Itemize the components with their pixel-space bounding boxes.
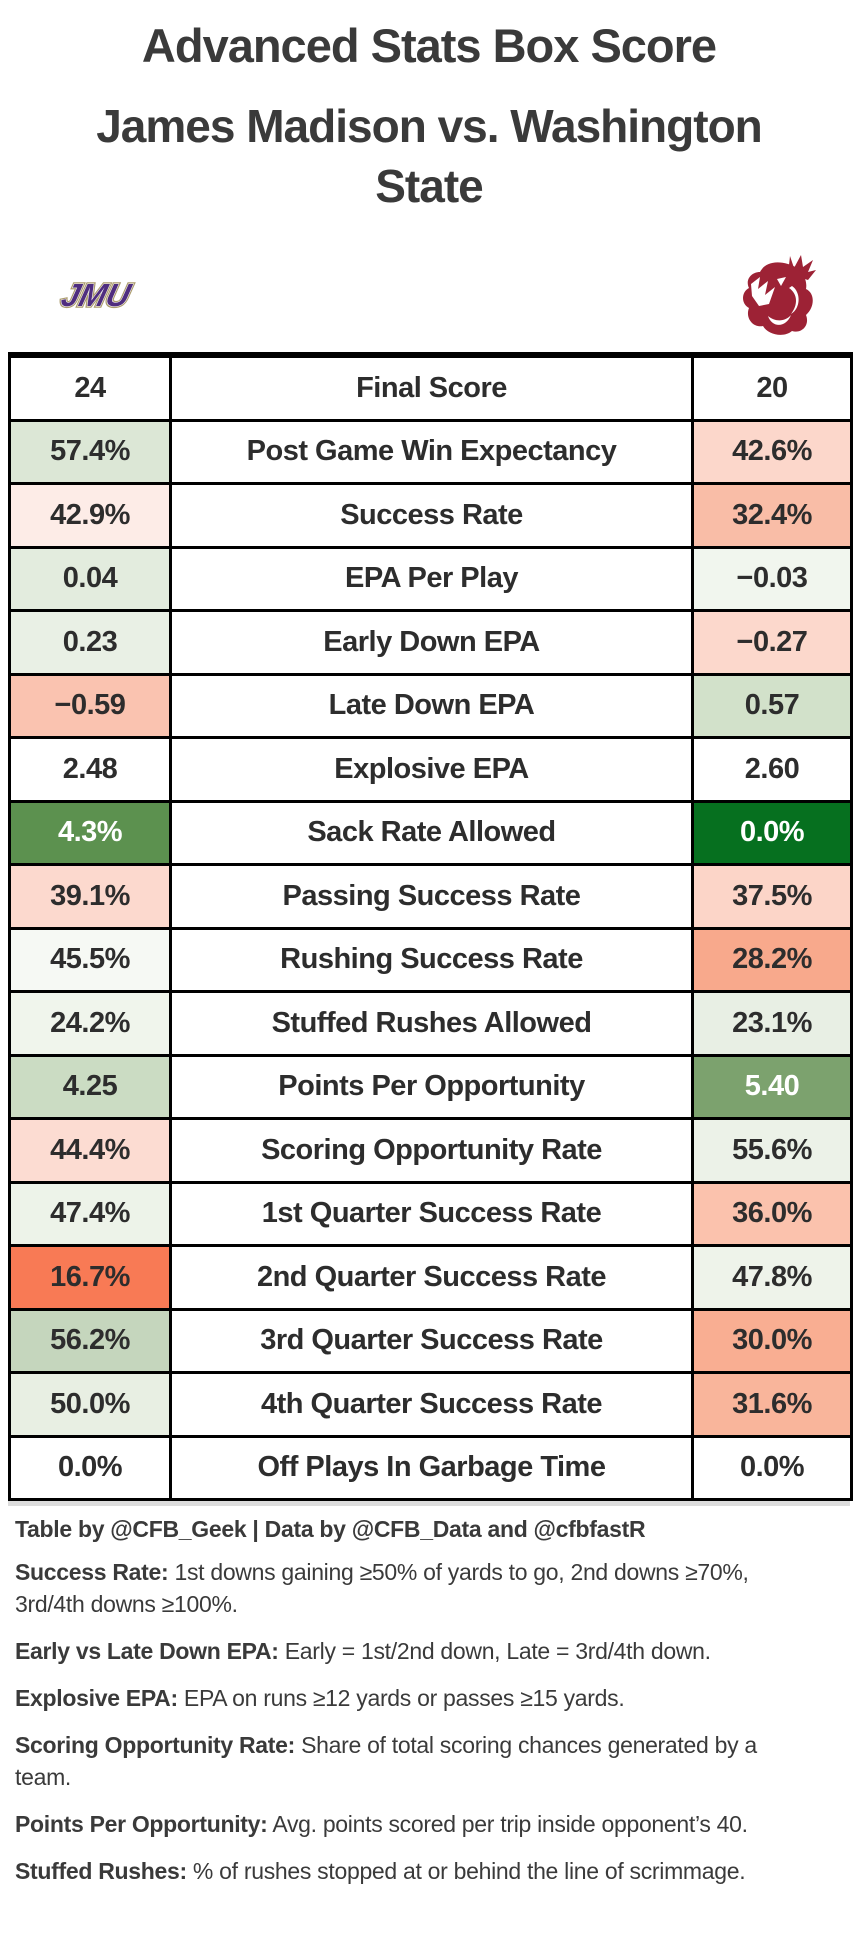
table-row: 50.0% 4th Quarter Success Rate 31.6%: [8, 1371, 853, 1438]
away-value-cell: 2.60: [691, 736, 853, 803]
table-bottom-divider: [8, 1501, 850, 1506]
metric-label-cell: Explosive EPA: [169, 736, 694, 803]
away-value-cell: −0.03: [691, 545, 853, 612]
metric-label-cell: Rushing Success Rate: [169, 926, 694, 993]
jmu-logo-icon: JMU JMU: [56, 276, 137, 315]
table-row: 0.04 EPA Per Play −0.03: [8, 545, 853, 612]
away-value-cell: 28.2%: [691, 926, 853, 993]
footnote-term: Early vs Late Down EPA:: [15, 1638, 279, 1664]
footnote: Early vs Late Down EPA: Early = 1st/2nd …: [15, 1638, 711, 1664]
home-value-cell: 44.4%: [8, 1117, 172, 1184]
home-value-cell: 4.3%: [8, 799, 172, 866]
wsu-cougar-logo-icon: [743, 255, 816, 335]
attribution-text: Table by @CFB_Geek | Data by @CFB_Data a…: [15, 1516, 646, 1542]
away-value-cell: 20: [691, 353, 853, 422]
home-value-cell: −0.59: [8, 672, 172, 739]
footnote-term: Success Rate:: [15, 1559, 169, 1585]
table-row: 45.5% Rushing Success Rate 28.2%: [8, 926, 853, 993]
table-row: 0.0% Off Plays In Garbage Time 0.0%: [8, 1434, 853, 1501]
svg-text:JMU: JMU: [58, 277, 136, 312]
home-value-cell: 50.0%: [8, 1371, 172, 1438]
home-value-cell: 56.2%: [8, 1307, 172, 1374]
footnote: Scoring Opportunity Rate: Share of total…: [15, 1732, 757, 1790]
table-row: 24 Final Score 20: [8, 353, 853, 422]
home-value-cell: 0.23: [8, 609, 172, 676]
away-value-cell: 55.6%: [691, 1117, 853, 1184]
metric-label-cell: 2nd Quarter Success Rate: [169, 1244, 694, 1311]
table-row: 42.9% Success Rate 32.4%: [8, 482, 853, 549]
footnote-term: Stuffed Rushes:: [15, 1858, 187, 1884]
home-value-cell: 47.4%: [8, 1180, 172, 1247]
metric-label-cell: Success Rate: [169, 482, 694, 549]
metric-label-cell: Off Plays In Garbage Time: [169, 1434, 694, 1501]
away-value-cell: 5.40: [691, 1053, 853, 1120]
footnote: Success Rate: 1st downs gaining ≥50% of …: [15, 1559, 749, 1617]
home-value-cell: 57.4%: [8, 418, 172, 485]
footnote: Explosive EPA: EPA on runs ≥12 yards or …: [15, 1685, 625, 1711]
stats-table: 24 Final Score 20 57.4% Post Game Win Expect…: [8, 352, 853, 1501]
table-row: 44.4% Scoring Opportunity Rate 55.6%: [8, 1117, 853, 1184]
table-row: 24.2% Stuffed Rushes Allowed 23.1%: [8, 990, 853, 1057]
home-value-cell: 42.9%: [8, 482, 172, 549]
metric-label-cell: EPA Per Play: [169, 545, 694, 612]
table-row: 0.23 Early Down EPA −0.27: [8, 609, 853, 676]
metric-label-cell: Early Down EPA: [169, 609, 694, 676]
away-value-cell: 47.8%: [691, 1244, 853, 1311]
metric-label-cell: Late Down EPA: [169, 672, 694, 739]
away-value-cell: 23.1%: [691, 990, 853, 1057]
metric-label-cell: Post Game Win Expectancy: [169, 418, 694, 485]
table-row: 47.4% 1st Quarter Success Rate 36.0%: [8, 1180, 853, 1247]
home-value-cell: 16.7%: [8, 1244, 172, 1311]
metric-label-cell: Sack Rate Allowed: [169, 799, 694, 866]
footnotes: Success Rate: 1st downs gaining ≥50% of …: [15, 1556, 815, 1902]
away-value-cell: 31.6%: [691, 1371, 853, 1438]
away-value-cell: 42.6%: [691, 418, 853, 485]
table-row: 4.25 Points Per Opportunity 5.40: [8, 1053, 853, 1120]
footnote: Stuffed Rushes: % of rushes stopped at o…: [15, 1858, 746, 1884]
home-value-cell: 45.5%: [8, 926, 172, 993]
metric-label-cell: Points Per Opportunity: [169, 1053, 694, 1120]
metric-label-cell: 3rd Quarter Success Rate: [169, 1307, 694, 1374]
away-value-cell: 32.4%: [691, 482, 853, 549]
matchup-title: James Madison vs. Washington State: [96, 100, 763, 212]
home-value-cell: 24.2%: [8, 990, 172, 1057]
stats-table-wrap: 24 Final Score 20 57.4% Post Game Win Expect…: [8, 352, 853, 1506]
home-value-cell: 4.25: [8, 1053, 172, 1120]
home-value-cell: 2.48: [8, 736, 172, 803]
home-value-cell: 0.04: [8, 545, 172, 612]
jmu-logo-text: JMU: [58, 277, 136, 312]
away-value-cell: 0.57: [691, 672, 853, 739]
away-value-cell: 0.0%: [691, 799, 853, 866]
table-row: 2.48 Explosive EPA 2.60: [8, 736, 853, 803]
home-value-cell: 39.1%: [8, 863, 172, 930]
away-value-cell: 37.5%: [691, 863, 853, 930]
metric-label-cell: Passing Success Rate: [169, 863, 694, 930]
metric-label-cell: Scoring Opportunity Rate: [169, 1117, 694, 1184]
away-value-cell: −0.27: [691, 609, 853, 676]
stats-table-body: 24 Final Score 20 57.4% Post Game Win Expect…: [8, 353, 853, 1501]
footnote-term: Explosive EPA:: [15, 1685, 178, 1711]
table-row: 57.4% Post Game Win Expectancy 42.6%: [8, 418, 853, 485]
away-value-cell: 30.0%: [691, 1307, 853, 1374]
footnote: Points Per Opportunity: Avg. points scor…: [15, 1811, 748, 1837]
metric-label-cell: 1st Quarter Success Rate: [169, 1180, 694, 1247]
metric-label-cell: Final Score: [169, 353, 694, 422]
table-row: 4.3% Sack Rate Allowed 0.0%: [8, 799, 853, 866]
home-value-cell: 0.0%: [8, 1434, 172, 1501]
away-value-cell: 36.0%: [691, 1180, 853, 1247]
footnote-term: Points Per Opportunity:: [15, 1811, 268, 1837]
table-row: 56.2% 3rd Quarter Success Rate 30.0%: [8, 1307, 853, 1374]
home-value-cell: 24: [8, 353, 172, 422]
metric-label-cell: 4th Quarter Success Rate: [169, 1371, 694, 1438]
footnote-term: Scoring Opportunity Rate:: [15, 1732, 296, 1758]
table-row: 16.7% 2nd Quarter Success Rate 47.8%: [8, 1244, 853, 1311]
metric-label-cell: Stuffed Rushes Allowed: [169, 990, 694, 1057]
away-value-cell: 0.0%: [691, 1434, 853, 1501]
table-row: −0.59 Late Down EPA 0.57: [8, 672, 853, 739]
table-row: 39.1% Passing Success Rate 37.5%: [8, 863, 853, 930]
page-title: Advanced Stats Box Score: [141, 19, 717, 72]
